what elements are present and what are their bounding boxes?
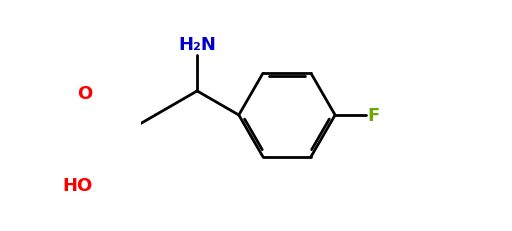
Text: O: O [77, 85, 92, 103]
Text: HO: HO [62, 176, 92, 194]
Text: H₂N: H₂N [178, 35, 216, 53]
Text: F: F [368, 106, 380, 125]
